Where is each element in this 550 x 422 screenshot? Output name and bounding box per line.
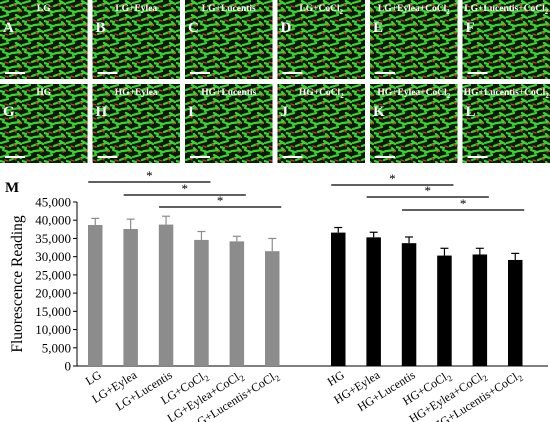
significance-star: * [146, 168, 153, 183]
panel-title: LG+CoCl2 [299, 4, 343, 16]
micrograph-image [370, 84, 458, 163]
micrograph-image [185, 0, 273, 79]
bar-hg-4 [472, 254, 488, 366]
micrograph-image [462, 0, 550, 79]
panel-title: LG+Eylea [115, 4, 157, 14]
panel-e: LG+Eylea+CoCl2 E [370, 0, 458, 79]
y-tick-label: 5,000 [42, 340, 71, 355]
y-tick-label: 0 [65, 359, 72, 374]
micrograph-image [185, 84, 273, 163]
panel-title: LG+Eylea+CoCl2 [378, 4, 450, 16]
panel-letter: L [466, 104, 476, 120]
y-tick-label: 15,000 [35, 304, 71, 319]
micrograph-image [277, 84, 365, 163]
x-tick-label: HG [325, 368, 347, 389]
bar-lg-2 [158, 224, 174, 366]
y-tick-label: 45,000 [35, 195, 71, 210]
panel-title: HG+Eylea+CoCl2 [377, 88, 450, 100]
micrograph-image [0, 84, 88, 163]
micrograph-image [92, 0, 180, 79]
y-tick-label: 30,000 [35, 249, 71, 264]
panel-letter: D [281, 20, 292, 36]
bar-lg-5 [265, 251, 280, 366]
x-tick-label: LG [83, 367, 104, 388]
panel-title: HG [36, 88, 51, 98]
panel-f: LG+Lucentis+CoCl2 F [462, 0, 550, 79]
significance-star: * [217, 193, 224, 208]
bar-lg-0 [88, 224, 103, 366]
panel-letter: A [3, 20, 14, 36]
panel-letter: G [3, 104, 15, 120]
panel-letter: K [373, 104, 385, 120]
bar-hg-1 [366, 237, 381, 366]
panel-title: LG [37, 4, 51, 14]
micrograph-image [0, 0, 88, 79]
panel-letter-m: M [5, 180, 19, 196]
panel-i: HG+Lucentis I [185, 84, 273, 163]
micrograph-image [92, 84, 180, 163]
bar-hg-0 [331, 232, 346, 366]
panel-title: HG+CoCl2 [299, 88, 344, 100]
panel-a: LG A [0, 0, 88, 79]
significance-star: * [182, 181, 189, 196]
significance-star: * [460, 196, 467, 211]
panel-b: LG+Eylea B [92, 0, 180, 79]
significance-star: * [425, 183, 432, 198]
bar-lg-3 [194, 239, 209, 366]
panel-title: HG+Eylea [115, 88, 158, 98]
micrograph-image [370, 0, 458, 79]
panel-letter: I [188, 104, 194, 120]
micrograph-image [277, 0, 365, 79]
y-axis-label: Fluorescence Reading [9, 215, 26, 353]
panel-letter: H [96, 104, 108, 120]
bar-lg-1 [123, 228, 138, 366]
bar-hg-3 [437, 255, 452, 366]
bar-hg-5 [508, 259, 523, 366]
panel-title: HG+Lucentis+CoCl2 [464, 88, 550, 100]
micrograph-image [462, 84, 550, 163]
panel-g: HG G [0, 84, 88, 163]
panel-title: LG+Lucentis+CoCl2 [464, 4, 549, 16]
significance-star: * [389, 171, 396, 186]
panel-title: LG+Lucentis [202, 4, 256, 14]
bar-hg-2 [401, 243, 417, 366]
panel-j: HG+CoCl2 J [277, 84, 365, 163]
panel-title: HG+Lucentis [201, 88, 256, 98]
bar-lg-4 [229, 241, 245, 366]
panel-letter: J [281, 104, 289, 120]
panel-k: HG+Eylea+CoCl2 K [370, 84, 458, 163]
y-tick-label: 40,000 [35, 213, 71, 228]
y-tick-label: 25,000 [35, 267, 71, 282]
y-tick-label: 20,000 [35, 286, 71, 301]
panel-d: LG+CoCl2 D [277, 0, 365, 79]
panel-letter: B [96, 20, 106, 36]
panel-letter: C [188, 20, 199, 36]
y-tick-label: 35,000 [35, 231, 71, 246]
panel-l: HG+Lucentis+CoCl2 L [462, 84, 550, 163]
micrograph-panels: LGALG+EyleaBLG+LucentisCLG+CoCl2DLG+Eyle… [0, 0, 550, 163]
panel-letter: F [466, 20, 475, 36]
panel-letter: E [373, 20, 383, 36]
panel-h: HG+Eylea H [92, 84, 180, 163]
bar-chart-m: M Fluorescence Reading 0 5,000 10,000 15,000 2… [5, 168, 548, 422]
y-tick-label: 10,000 [35, 322, 71, 337]
